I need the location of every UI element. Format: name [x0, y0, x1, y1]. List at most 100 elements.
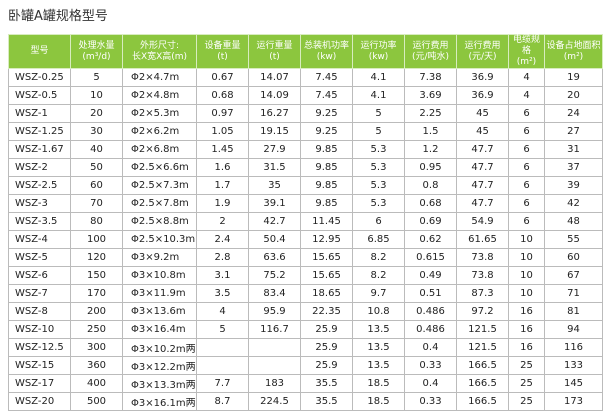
table-cell: Φ2.5×10.3m — [122, 230, 197, 249]
table-row: WSZ-20500Φ3×16.1m两组8.7224.535.518.50.331… — [8, 392, 603, 411]
table-cell: 8.7 — [196, 392, 249, 411]
column-header: 运行重量 (t) — [248, 34, 301, 69]
table-row: WSZ-5 120 Φ3×9.2m 2.8 63.6 15.65 8.2 0.615 73.8 1… — [8, 248, 603, 267]
table-cell: 13.5 — [352, 338, 405, 357]
table-cell: 14.07 — [248, 68, 301, 87]
table-cell: 2.4 — [196, 230, 249, 249]
table-cell: 6 — [508, 140, 545, 159]
table-cell: Φ2.5×8.8m — [122, 212, 197, 231]
table-cell: 6 — [352, 212, 405, 231]
table-row: WSZ-6 150 Φ3×10.8m 3.1 75.2 15.65 8.2 0.49 73.8 1… — [8, 266, 603, 285]
table-cell: 3.1 — [196, 266, 249, 285]
table-cell: 9.7 — [352, 284, 405, 303]
table-cell: 37 — [544, 158, 603, 177]
table-cell: 18.5 — [352, 374, 405, 393]
table-cell: 0.62 — [404, 230, 457, 249]
header-line: 长X宽X高(m) — [131, 51, 188, 62]
table-cell: 300 — [70, 338, 123, 357]
table-cell: 166.5 — [456, 356, 509, 375]
table-cell: 63.6 — [248, 248, 301, 267]
table-cell: WSZ-3.5 — [8, 212, 71, 231]
table-cell: 6.85 — [352, 230, 405, 249]
table-cell: WSZ-10 — [8, 320, 71, 339]
table-cell: Φ3×10.2m两组 — [122, 338, 197, 357]
table-cell: 9.85 — [300, 140, 353, 159]
table-cell: 16.27 — [248, 104, 301, 123]
header-line: (kw) — [316, 51, 337, 62]
table-cell: 6 — [508, 158, 545, 177]
table-cell: 8.2 — [352, 248, 405, 267]
table-cell: 10.8 — [352, 302, 405, 321]
table-cell: 0.4 — [404, 374, 457, 393]
table-cell: 25 — [508, 374, 545, 393]
table-cell: 35 — [248, 176, 301, 195]
table-cell: Φ3×13.6m — [122, 302, 197, 321]
table-cell — [196, 338, 249, 357]
column-header: 电缆规格 (m²) — [508, 34, 545, 69]
table-cell: 47.7 — [456, 176, 509, 195]
column-header: 型号 — [8, 34, 71, 69]
table-cell: 31.5 — [248, 158, 301, 177]
column-header: 总装机功率 (kw) — [300, 34, 353, 69]
table-cell: WSZ-2 — [8, 158, 71, 177]
table-cell: 30 — [70, 122, 123, 141]
table-cell: 0.68 — [196, 86, 249, 105]
table-cell: WSZ-2.5 — [8, 176, 71, 195]
column-header: 设备重量 (t) — [196, 34, 249, 69]
table-cell: 0.51 — [404, 284, 457, 303]
table-cell: 20 — [544, 86, 603, 105]
table-cell: 3.69 — [404, 86, 457, 105]
table-cell: 83.4 — [248, 284, 301, 303]
table-cell: 0.615 — [404, 248, 457, 267]
table-cell: Φ2×6.2m — [122, 122, 197, 141]
table-cell: 5.3 — [352, 158, 405, 177]
table-cell: 10 — [508, 230, 545, 249]
table-cell: 1.05 — [196, 122, 249, 141]
table-row: WSZ-10 250 Φ3×16.4m 5 116.7 25.9 13.5 0.486 121.… — [8, 320, 603, 339]
table-cell: 0.97 — [196, 104, 249, 123]
table-cell: 0.69 — [404, 212, 457, 231]
table-cell: 25 — [508, 392, 545, 411]
table-cell: Φ2.5×6.6m — [122, 158, 197, 177]
table-cell: 166.5 — [456, 392, 509, 411]
table-cell: 27.9 — [248, 140, 301, 159]
table-cell: 0.8 — [404, 176, 457, 195]
table-cell: 39.1 — [248, 194, 301, 213]
table-cell: 71 — [544, 284, 603, 303]
table-cell: 81 — [544, 302, 603, 321]
table-cell: 6 — [508, 212, 545, 231]
table-cell: 0.95 — [404, 158, 457, 177]
table-row: WSZ-3.5 80 Φ2.5×8.8m 2 42.7 11.45 6 0.69 54.9 6 48 — [8, 212, 603, 231]
table-cell: 75.2 — [248, 266, 301, 285]
table-row: WSZ-2.5 60 Φ2.5×7.3m 1.7 35 9.85 5.3 0.8 47.7 6 39 — [8, 176, 603, 195]
table-cell: 24 — [544, 104, 603, 123]
table-cell: 42.7 — [248, 212, 301, 231]
table-cell: 20 — [70, 104, 123, 123]
table-cell: 60 — [544, 248, 603, 267]
table-cell: WSZ-6 — [8, 266, 71, 285]
header-row: 型号 处理水量 (m³/d) 外形尺寸: 长X宽X高(m) 设备重量 (t) 运行重量 (t) 总… — [8, 34, 603, 69]
column-header: 运行功率 (kw) — [352, 34, 405, 69]
table-row: WSZ-0.25 5 Φ2×4.7m 0.67 14.07 7.45 4.1 7.38 36.9… — [8, 68, 603, 87]
table-cell: 7.45 — [300, 86, 353, 105]
table-cell: WSZ-8 — [8, 302, 71, 321]
column-header: 处理水量 (m³/d) — [70, 34, 123, 69]
table-row: WSZ-1 20 Φ2×5.3m 0.97 16.27 9.25 5 2.25 45 6 24 — [8, 104, 603, 123]
table-cell: 19 — [544, 68, 603, 87]
table-cell: 0.486 — [404, 302, 457, 321]
table-cell: 27 — [544, 122, 603, 141]
table-row: WSZ-8 200 Φ3×13.6m 4 95.9 22.35 10.8 0.486 97.2 1… — [8, 302, 603, 321]
table-row: WSZ-17400Φ3×13.3m两组7.718335.518.50.4166.… — [8, 374, 603, 393]
table-cell: Φ2×4.8m — [122, 86, 197, 105]
table-cell: 400 — [70, 374, 123, 393]
table-cell: WSZ-5 — [8, 248, 71, 267]
table-cell: WSZ-4 — [8, 230, 71, 249]
table-cell: 7.38 — [404, 68, 457, 87]
header-line: 运行费用 — [412, 40, 449, 51]
header-line: 型号 — [30, 46, 49, 56]
table-cell: 121.5 — [456, 320, 509, 339]
table-cell: Φ2×6.8m — [122, 140, 197, 159]
table-cell: 360 — [70, 356, 123, 375]
table-cell: 54.9 — [456, 212, 509, 231]
table-cell: 5 — [352, 104, 405, 123]
